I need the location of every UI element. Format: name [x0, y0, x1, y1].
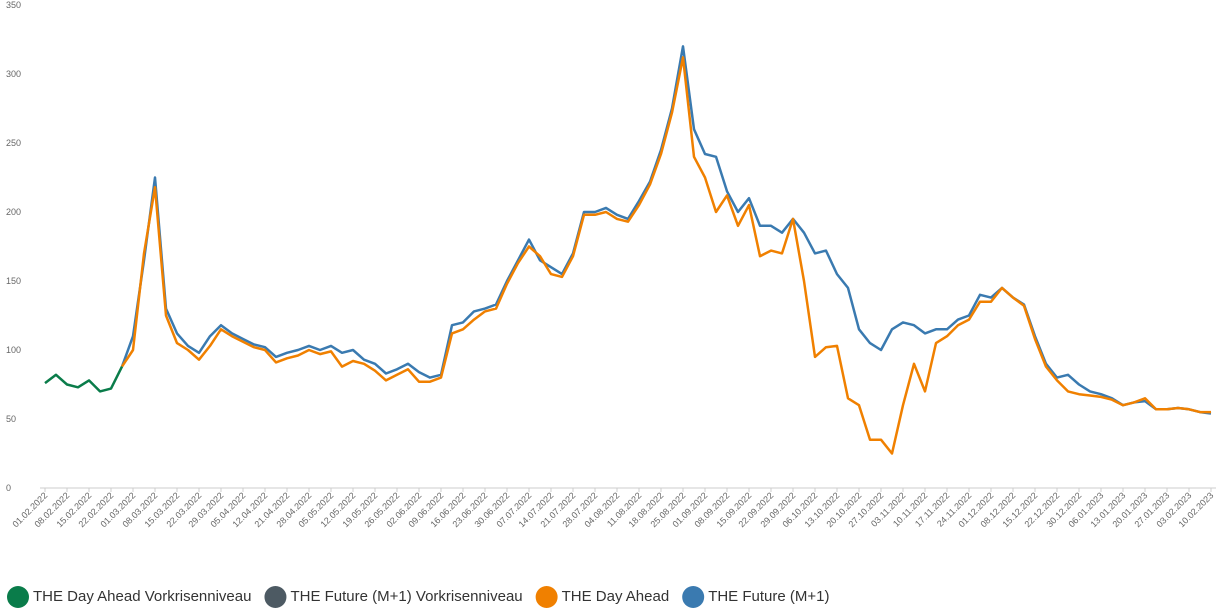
- series-line: [120, 56, 1211, 455]
- y-tick-label: 250: [6, 138, 21, 148]
- legend-label: THE Future (M+1) Vorkrisenniveau: [290, 588, 522, 605]
- legend-marker: [264, 586, 287, 608]
- y-tick-label: 0: [6, 483, 11, 493]
- legend-marker: [682, 586, 705, 608]
- series-line: [44, 366, 124, 393]
- legend-label: THE Day Ahead Vorkrisenniveau: [33, 588, 251, 605]
- y-tick-label: 350: [6, 0, 21, 10]
- y-tick-label: 200: [6, 207, 21, 217]
- y-tick-label: 100: [6, 345, 21, 355]
- y-tick-label: 50: [6, 414, 16, 424]
- legend-marker: [7, 586, 29, 608]
- legend-label: THE Day Ahead: [562, 588, 670, 605]
- legend-marker: [535, 586, 558, 608]
- legend-label: THE Future (M+1): [708, 588, 829, 605]
- y-tick-label: 300: [6, 69, 21, 79]
- y-tick-label: 150: [6, 276, 21, 286]
